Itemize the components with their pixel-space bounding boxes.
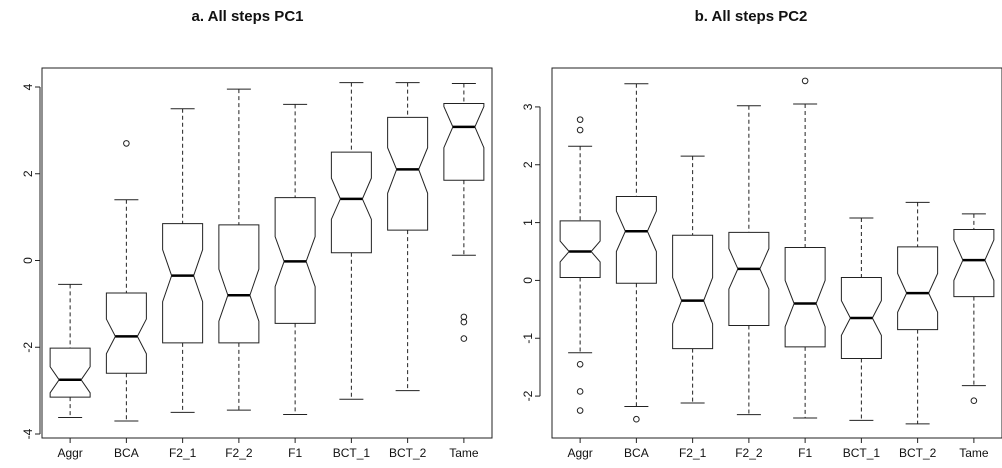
- outlier-point: [633, 415, 640, 423]
- y-tick-label: 2: [21, 170, 35, 177]
- y-tick-label: 3: [521, 103, 535, 110]
- box-F2_1: [162, 223, 204, 344]
- outlier-point: [576, 126, 584, 134]
- box-F2_2: [728, 231, 770, 327]
- box-BCA: [615, 196, 657, 284]
- box-Aggr: [49, 347, 91, 398]
- outlier-point: [576, 360, 584, 368]
- box-BCA: [105, 292, 147, 374]
- x-tick-label: Aggr: [57, 446, 82, 460]
- y-tick-label: -1: [521, 333, 535, 344]
- outlier-point: [460, 335, 468, 342]
- y-tick-label: 0: [21, 257, 35, 264]
- y-tick-label: 2: [521, 161, 535, 168]
- y-tick-label: -2: [521, 390, 535, 401]
- outlier-point: [801, 77, 809, 85]
- y-tick-label: -4: [21, 428, 35, 439]
- y-tick-label: 1: [521, 219, 535, 226]
- x-tick-label: BCT_1: [843, 446, 881, 460]
- boxplot-svg-a: -4 -2 0 2 4 Aggr BCA F2_1 F2_2 F1 BCT_1 BCT_2 Tame: [21, 67, 493, 460]
- x-tick-label: F2_1: [169, 446, 197, 460]
- box-Tame: [443, 102, 485, 181]
- y-tick-label: -2: [21, 342, 35, 353]
- chart-title-b: b. All steps PC2: [694, 8, 808, 25]
- x-tick-label: BCT_2: [389, 446, 427, 460]
- x-tick-label: F2_2: [735, 446, 763, 460]
- chart-title-a: a. All steps PC1: [191, 8, 304, 25]
- x-tick-label: BCT_2: [899, 446, 937, 460]
- x-tick-label: Aggr: [567, 446, 592, 460]
- box-F2_2: [218, 224, 260, 344]
- x-tick-label: Tame: [449, 446, 479, 460]
- outlier-point: [123, 140, 130, 147]
- box-Aggr: [559, 220, 601, 279]
- outlier-point: [970, 397, 978, 405]
- y-tick-label: 4: [21, 83, 35, 90]
- box-BCT_2: [897, 246, 939, 331]
- outlier-point: [576, 116, 584, 123]
- chart-panel-a: a. All steps PC1 -4 -2 0 2 4 Aggr BCA F2_1 F2_2 F…: [0, 0, 495, 468]
- box-BCT_2: [387, 116, 429, 231]
- box-BCT_1: [330, 151, 372, 254]
- x-tick-label: F1: [798, 446, 812, 460]
- box-F1: [784, 246, 826, 348]
- outlier-point: [460, 318, 468, 326]
- x-tick-label: F1: [288, 446, 302, 460]
- x-tick-label: BCT_1: [333, 446, 371, 460]
- x-tick-label: Tame: [959, 446, 989, 460]
- outlier-point: [576, 388, 584, 395]
- chart-panel-b: b. All steps PC2 -2 -1 0 1 2 3 Aggr BCA F2_1 F2_2…: [500, 0, 1002, 468]
- boxplot-svg-b: -2 -1 0 1 2 3 Aggr BCA F2_1 F2_2 F1 BCT_1 BCT_2 Tame: [521, 67, 1002, 460]
- x-tick-label: BCA: [624, 446, 649, 460]
- x-tick-label: BCA: [114, 446, 139, 460]
- box-Tame: [953, 229, 995, 298]
- x-tick-label: F2_2: [225, 446, 253, 460]
- outlier-point: [576, 407, 584, 414]
- x-tick-label: F2_1: [679, 446, 707, 460]
- y-tick-label: 0: [521, 277, 535, 284]
- box-F2_1: [672, 234, 714, 350]
